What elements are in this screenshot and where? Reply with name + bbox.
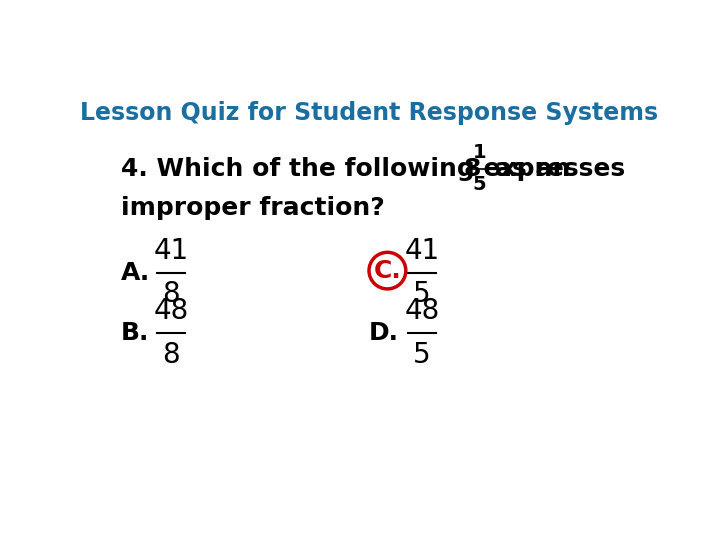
Text: 4. Which of the following expresses: 4. Which of the following expresses xyxy=(121,157,625,181)
Text: 48: 48 xyxy=(405,298,440,326)
Text: 8: 8 xyxy=(162,341,180,369)
Text: 1: 1 xyxy=(472,144,486,163)
Text: 48: 48 xyxy=(153,298,189,326)
Text: 41: 41 xyxy=(153,237,189,265)
Text: C.: C. xyxy=(374,259,401,282)
Text: 8: 8 xyxy=(464,157,481,181)
Text: A.: A. xyxy=(121,261,150,285)
Text: 5: 5 xyxy=(472,175,486,194)
Text: 5: 5 xyxy=(413,341,431,369)
Text: D.: D. xyxy=(369,321,399,345)
Text: B.: B. xyxy=(121,321,149,345)
Text: 5: 5 xyxy=(413,280,431,308)
Text: 8: 8 xyxy=(162,280,180,308)
Text: Lesson Quiz for Student Response Systems: Lesson Quiz for Student Response Systems xyxy=(80,100,658,125)
Text: as an: as an xyxy=(495,157,570,181)
Text: improper fraction?: improper fraction? xyxy=(121,196,384,220)
Text: 41: 41 xyxy=(405,237,440,265)
